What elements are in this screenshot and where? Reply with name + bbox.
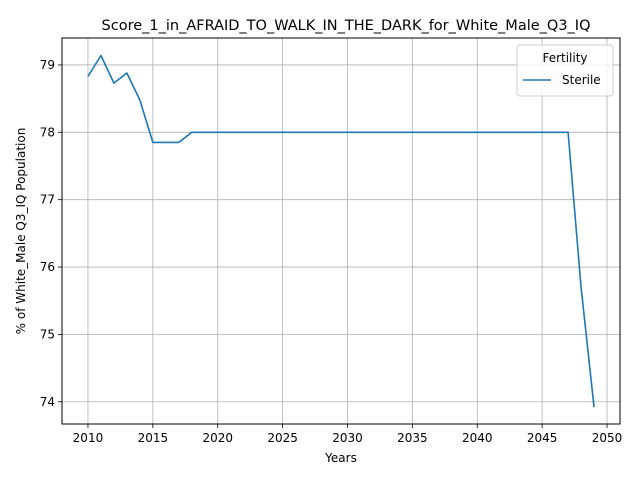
legend-title: Fertility (542, 51, 587, 65)
y-tick-label: 79 (40, 58, 55, 72)
plot-frame (61, 37, 621, 425)
x-tick-label: 2025 (267, 431, 298, 445)
y-tick-label: 78 (40, 125, 55, 139)
y-tick-label: 76 (40, 260, 55, 274)
x-tick-label: 2020 (202, 431, 233, 445)
plot-area (87, 54, 595, 408)
legend-label-sterile: Sterile (562, 73, 601, 87)
x-tick-label: 2040 (462, 431, 493, 445)
x-tick-label: 2030 (332, 431, 363, 445)
axes: 2010 2015 2020 2025 2030 2035 2040 2045 2050 74 75… (40, 58, 623, 445)
x-tick-label: 2050 (592, 431, 623, 445)
x-axis-label: Years (324, 451, 357, 465)
series-line-sterile (87, 54, 595, 408)
y-tick-label: 77 (40, 193, 55, 207)
x-tick-label: 2015 (138, 431, 169, 445)
legend: Fertility Sterile (516, 44, 614, 97)
chart-title: Score_1_in_AFRAID_TO_WALK_IN_THE_DARK_fo… (102, 18, 591, 34)
y-tick-label: 75 (40, 327, 55, 341)
x-tick-label: 2045 (527, 431, 558, 445)
legend-box (516, 44, 614, 97)
x-tick-label: 2010 (73, 431, 104, 445)
x-tick-label: 2035 (397, 431, 428, 445)
y-tick-label: 74 (40, 395, 55, 409)
y-axis-label: % of White_Male Q3_IQ Population (14, 128, 28, 335)
